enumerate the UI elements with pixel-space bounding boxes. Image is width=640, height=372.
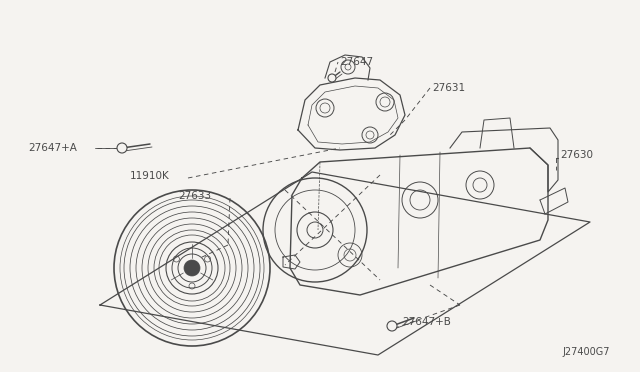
Circle shape (328, 74, 336, 82)
Circle shape (184, 260, 200, 276)
Text: 11910K: 11910K (130, 171, 170, 181)
Text: 27633: 27633 (178, 191, 211, 201)
Text: J27400G7: J27400G7 (562, 347, 609, 357)
Text: 27647+A: 27647+A (28, 143, 77, 153)
Text: 27647+B: 27647+B (402, 317, 451, 327)
Circle shape (117, 143, 127, 153)
Text: 27647: 27647 (340, 57, 373, 67)
Text: 27630: 27630 (560, 150, 593, 160)
Circle shape (387, 321, 397, 331)
Text: 27631: 27631 (432, 83, 465, 93)
